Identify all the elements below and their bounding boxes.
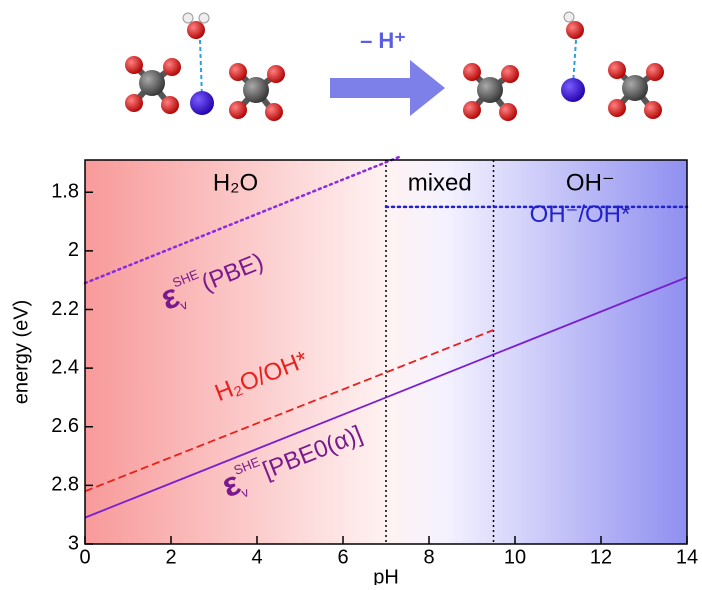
x-tick-label: 6 (337, 546, 348, 568)
region-label: H₂O (213, 169, 258, 196)
region-label: mixed (408, 169, 472, 196)
y-tick-label: 2.6 (51, 415, 79, 437)
y-tick-label: 2 (68, 239, 79, 261)
y-axis-label: energy (eV) (10, 300, 32, 405)
region-label: OH⁻ (566, 169, 615, 196)
reaction-arrow (330, 60, 445, 116)
y-tick-label: 2.2 (51, 298, 79, 320)
x-tick-label: 12 (590, 546, 612, 568)
chart: – H⁺ H₂O mixed OH⁻ 0 2 4 6 8 10 12 14 1.8 2 2.2 2.4 2.6… (0, 0, 702, 585)
x-axis-label: pH (373, 566, 399, 585)
schematic: – H⁺ (125, 12, 664, 121)
y-tick-label: 3 (68, 532, 79, 554)
y-tick-label: 2.8 (51, 474, 79, 496)
y-tick-label: 1.8 (51, 181, 79, 203)
x-tick-label: 10 (504, 546, 526, 568)
x-tick-label: 14 (676, 546, 698, 568)
annotation-text: OH⁻/OH* (530, 201, 631, 228)
x-tick-label: 2 (165, 546, 176, 568)
x-tick-label: 0 (79, 546, 90, 568)
annotation: OH⁻/OH* (530, 201, 631, 228)
x-tick-label: 4 (251, 546, 262, 568)
y-tick-label: 2.4 (51, 356, 79, 378)
x-tick-label: 8 (423, 546, 434, 568)
arrow-label: – H⁺ (360, 28, 406, 53)
